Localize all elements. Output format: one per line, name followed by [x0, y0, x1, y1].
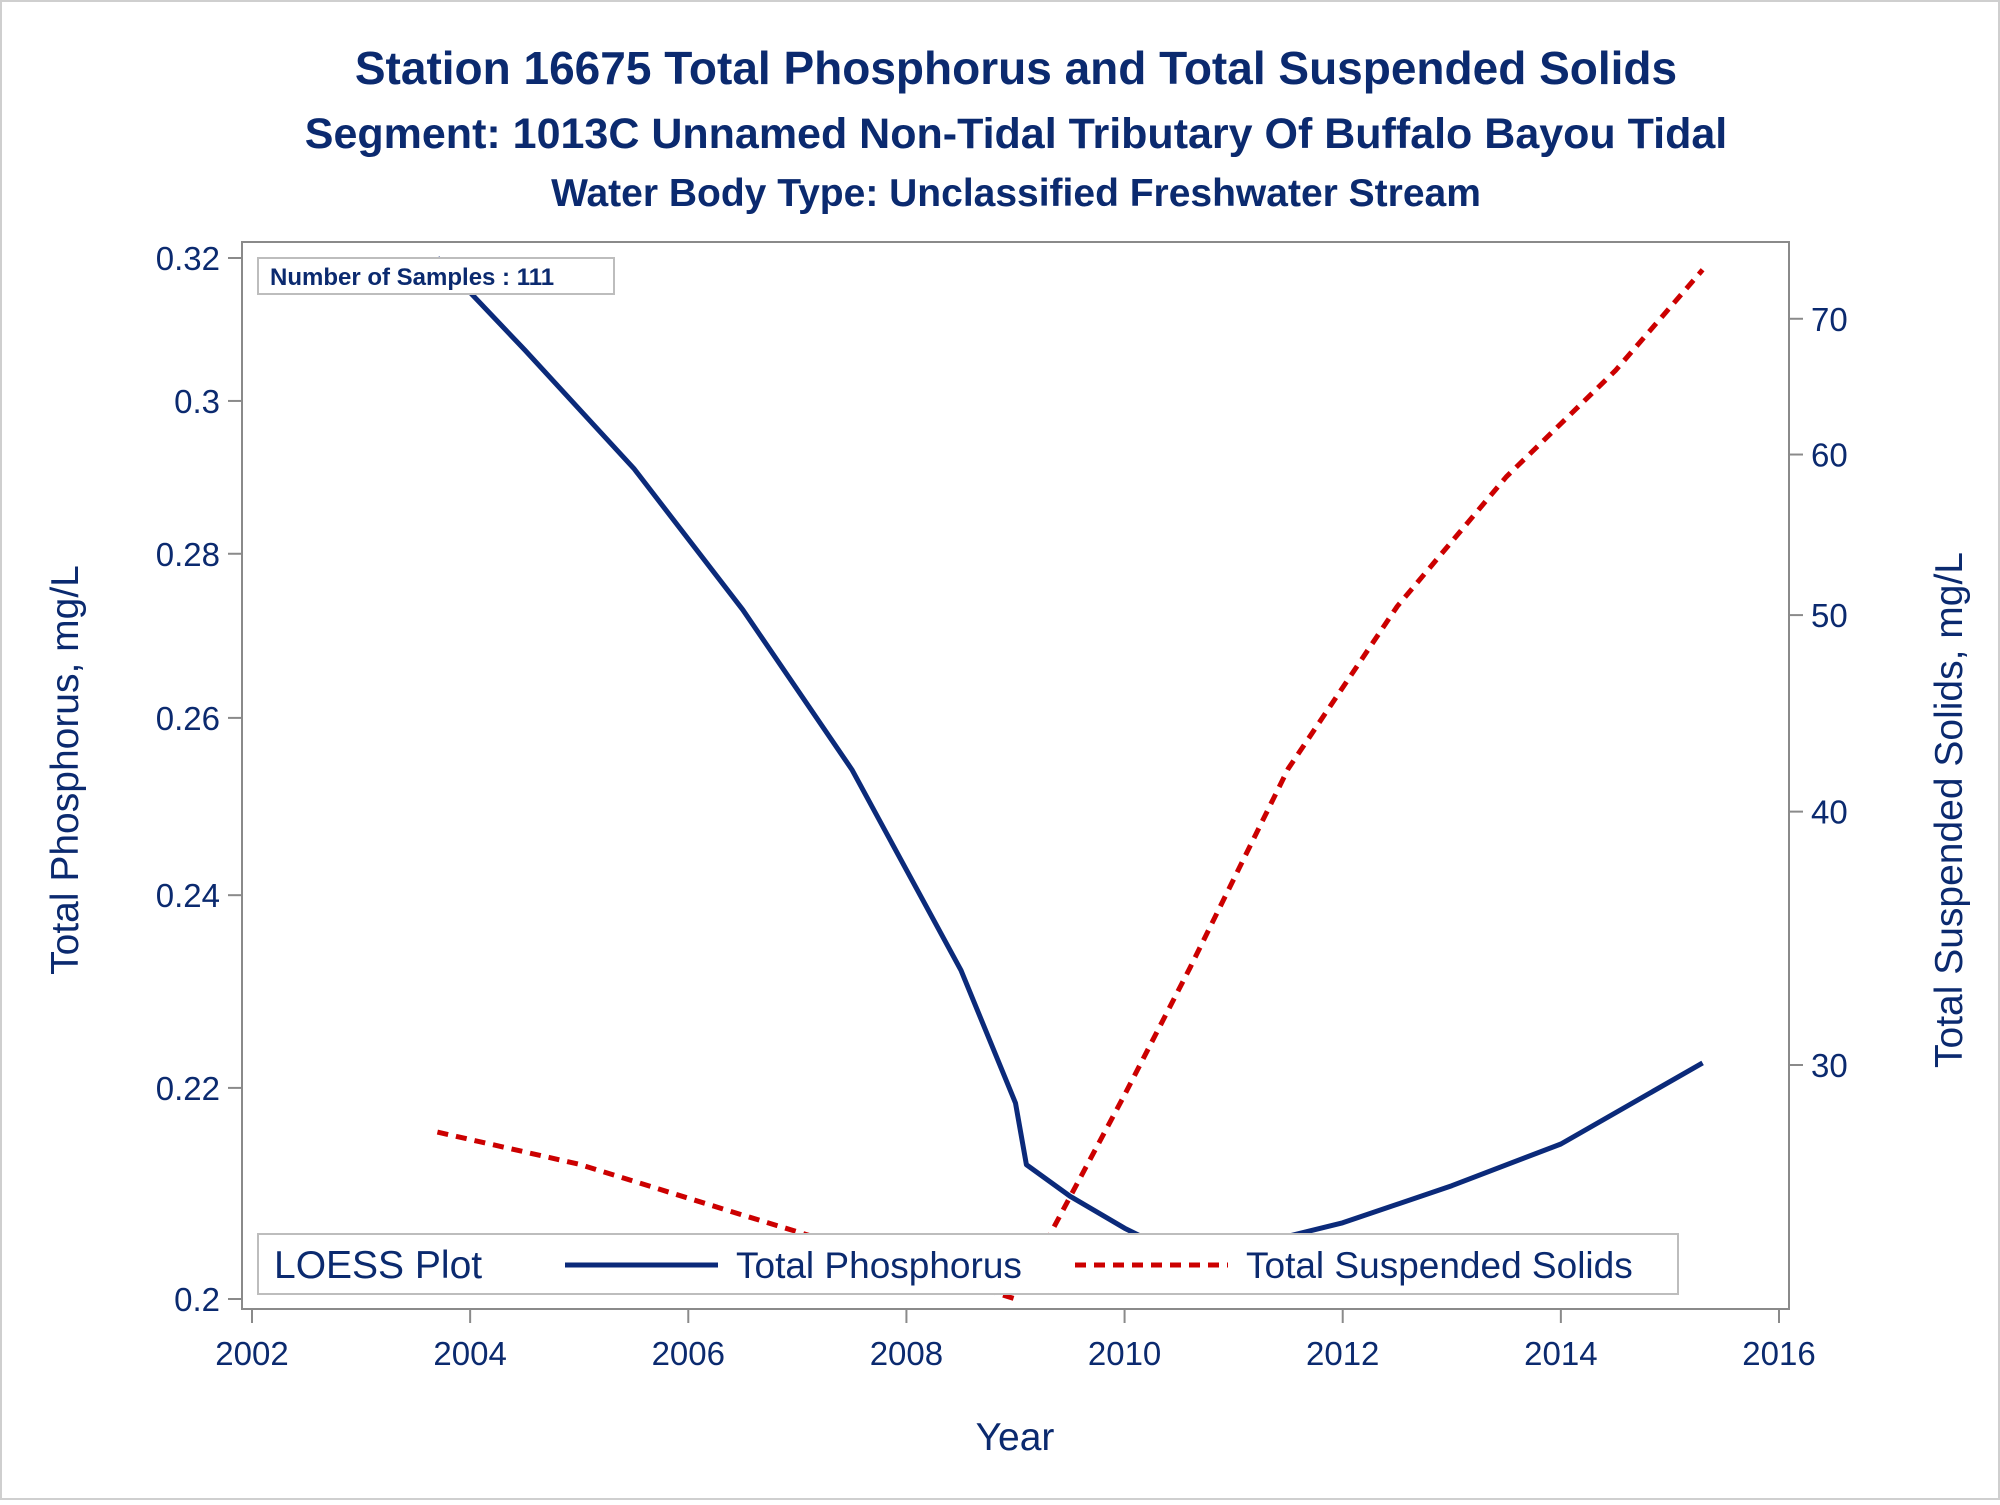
y2-tick-label: 50	[1811, 597, 1848, 634]
x-tick-label: 2014	[1524, 1335, 1597, 1372]
legend-box	[257, 1233, 1679, 1295]
right-axis: 30 40 50 60 70	[1789, 301, 1848, 1084]
x-tick-label: 2008	[870, 1335, 943, 1372]
x-tick-label: 2010	[1088, 1335, 1161, 1372]
plot-area	[241, 241, 1790, 1310]
y-tick-label: 0.22	[156, 1070, 220, 1107]
sample-count-inset: Number of Samples : 111	[257, 257, 615, 295]
x-tick-label: 2006	[652, 1335, 725, 1372]
sample-count-box	[257, 257, 615, 295]
legend-entry-phosphorus: Total Phosphorus	[736, 1245, 1022, 1286]
y-tick-label: 0.28	[156, 536, 220, 573]
sample-count-label: Number of Samples : 111	[270, 264, 554, 291]
x-tick-label: 2002	[215, 1335, 288, 1372]
y2-tick-label: 40	[1811, 794, 1848, 831]
y-tick-label: 0.2	[174, 1281, 220, 1318]
y-axis-label-left: Total Phosphorus, mg/L	[44, 565, 87, 975]
y-tick-label: 0.3	[174, 383, 220, 420]
legend: LOESS Plot Total Phosphorus Total Suspen…	[257, 1233, 1679, 1295]
left-axis: 0.2 0.22 0.24 0.26 0.28 0.3 0.32	[156, 240, 242, 1318]
series-layer	[435, 256, 1705, 1302]
x-tick-label: 2004	[433, 1335, 506, 1372]
x-tick-label: 2016	[1742, 1335, 1815, 1372]
chart-subtitle-segment: Segment: 1013C Unnamed Non-Tidal Tributa…	[305, 110, 1727, 158]
chart-subtitle-water-body: Water Body Type: Unclassified Freshwater…	[551, 172, 1481, 215]
y-tick-label: 0.32	[156, 240, 220, 277]
y2-tick-label: 60	[1811, 437, 1848, 474]
series-line-total-phosphorus	[435, 256, 1704, 1264]
y2-tick-label: 30	[1811, 1047, 1848, 1084]
bottom-axis: 2002 2004 2006 2008 2010 2012 2014 2016	[215, 1309, 1816, 1372]
y-tick-label: 0.24	[156, 877, 220, 914]
y-tick-label: 0.26	[156, 700, 220, 737]
series-line-total-suspended-solids	[436, 268, 1705, 1302]
x-axis-label: Year	[976, 1416, 1055, 1459]
legend-title: LOESS Plot	[274, 1244, 482, 1287]
x-tick-label: 2012	[1306, 1335, 1379, 1372]
chart-title: Station 16675 Total Phosphorus and Total…	[355, 42, 1677, 94]
legend-entry-tss: Total Suspended Solids	[1246, 1245, 1633, 1286]
y-axis-label-right: Total Suspended Solids, mg/L	[1928, 552, 1971, 1068]
y2-tick-label: 70	[1811, 301, 1848, 338]
